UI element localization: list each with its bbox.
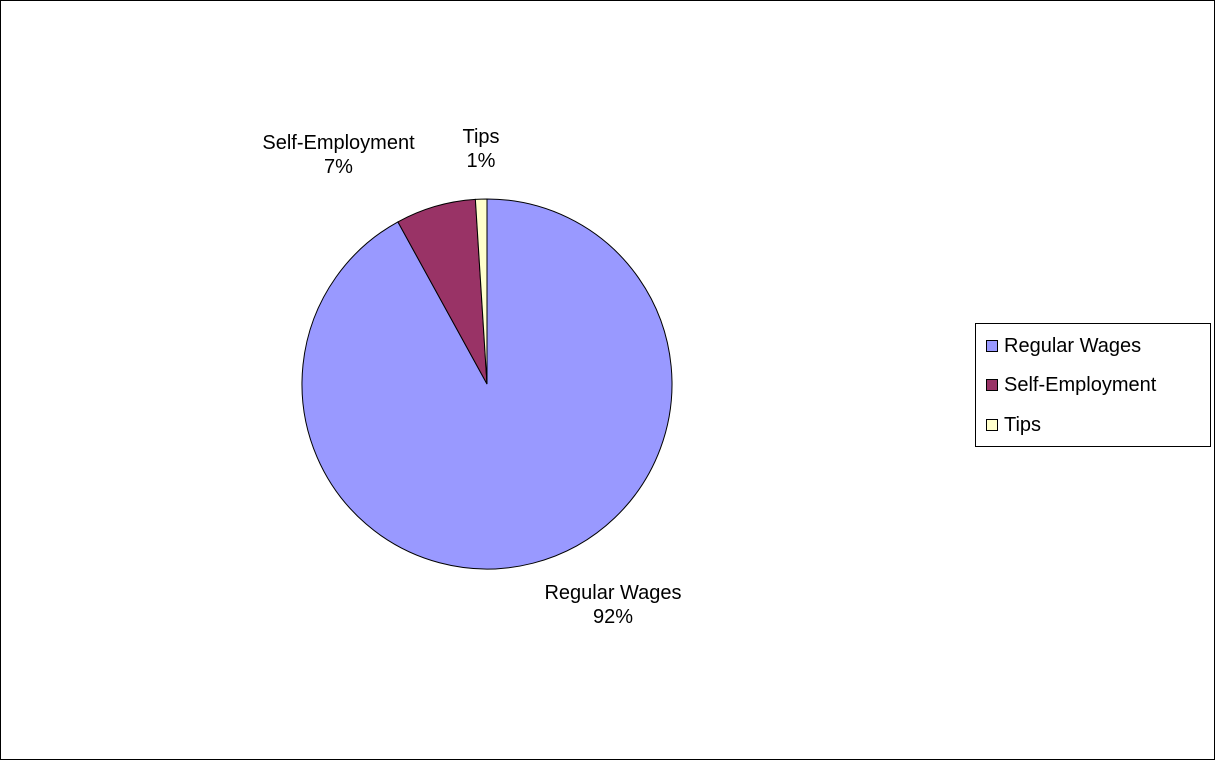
- data-label-tips: Tips 1%: [451, 125, 511, 173]
- data-label-regular-wages: Regular Wages 92%: [523, 581, 703, 629]
- data-label-tips-percent: 1%: [466, 150, 496, 172]
- data-label-self-employment-percent: 7%: [324, 156, 353, 178]
- pie-slice-tips: [474, 198, 488, 385]
- data-label-self-employment-name: Self-Employment: [262, 132, 415, 154]
- data-label-regular-wages-name: Regular Wages: [544, 582, 682, 604]
- legend-item-self-employment: Self-Employment: [986, 372, 1156, 398]
- legend-item-regular-wages: Regular Wages: [986, 333, 1141, 359]
- data-label-self-employment: Self-Employment 7%: [236, 131, 441, 179]
- legend: Regular Wages Self-Employment Tips: [975, 323, 1211, 447]
- legend-swatch-tips: [986, 419, 998, 431]
- legend-swatch-regular-wages: [986, 340, 998, 352]
- legend-swatch-self-employment: [986, 379, 998, 391]
- data-label-tips-name: Tips: [462, 126, 500, 148]
- data-label-regular-wages-percent: 92%: [592, 606, 634, 628]
- legend-label-self-employment: Self-Employment: [1004, 373, 1157, 396]
- legend-item-tips: Tips: [986, 412, 1041, 438]
- legend-label-tips: Tips: [1004, 413, 1042, 436]
- legend-label-regular-wages: Regular Wages: [1004, 334, 1142, 357]
